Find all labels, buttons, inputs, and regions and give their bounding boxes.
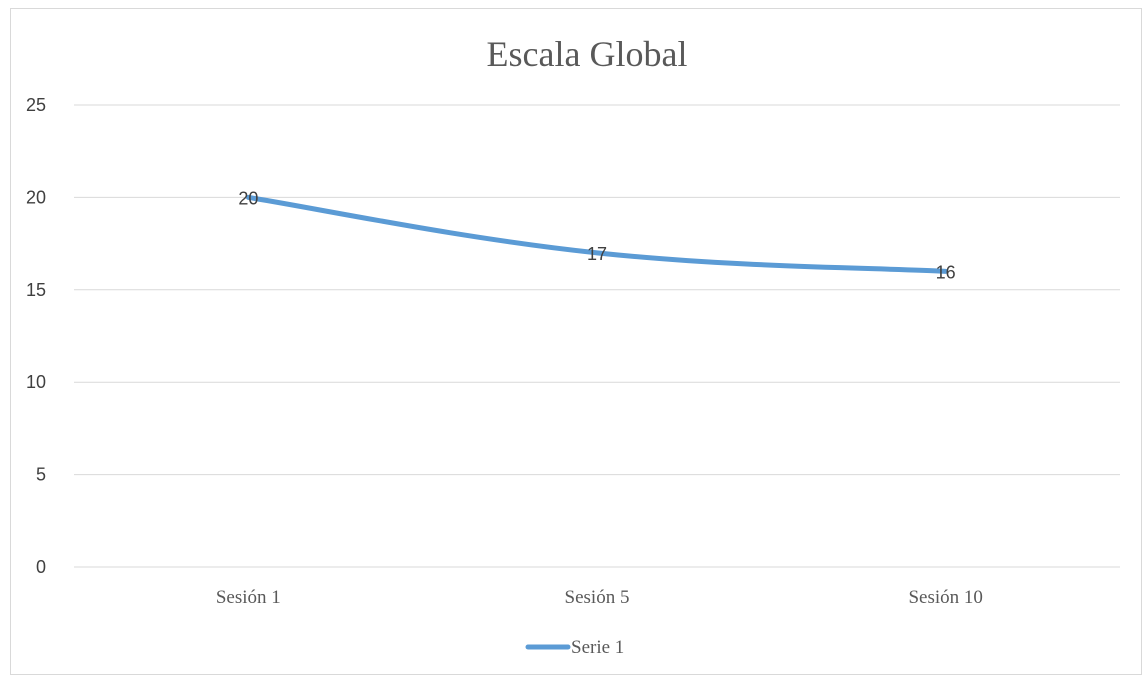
data-point[interactable]: [596, 252, 598, 254]
legend[interactable]: Serie 1: [525, 637, 624, 658]
x-tick-label: Sesión 10: [908, 587, 982, 608]
data-label: 20: [238, 188, 258, 208]
x-tick-label: Sesión 1: [216, 587, 281, 608]
data-point[interactable]: [247, 196, 249, 198]
series-layer: [245, 194, 949, 274]
data-point[interactable]: [945, 270, 947, 272]
y-tick-label: 0: [36, 557, 46, 577]
legend-label-serie-1: Serie 1: [571, 637, 624, 658]
chart-frame: [10, 8, 1142, 675]
gridlines: [74, 104, 1120, 568]
data-label: 16: [936, 262, 956, 282]
data-labels: 20 17 16: [238, 188, 955, 282]
x-tick-label: Sesión 5: [565, 587, 630, 608]
y-tick-label: 10: [26, 372, 46, 392]
y-axis-ticks: 0 5 10 15 20 25: [26, 95, 46, 577]
y-tick-label: 20: [26, 187, 46, 207]
chart-title: Escala Global: [487, 34, 688, 74]
data-label: 17: [587, 244, 607, 264]
x-axis-ticks: Sesión 1 Sesión 5 Sesión 10: [216, 587, 983, 608]
y-tick-label: 25: [26, 95, 46, 115]
y-tick-label: 5: [36, 465, 46, 485]
y-tick-label: 15: [26, 280, 46, 300]
